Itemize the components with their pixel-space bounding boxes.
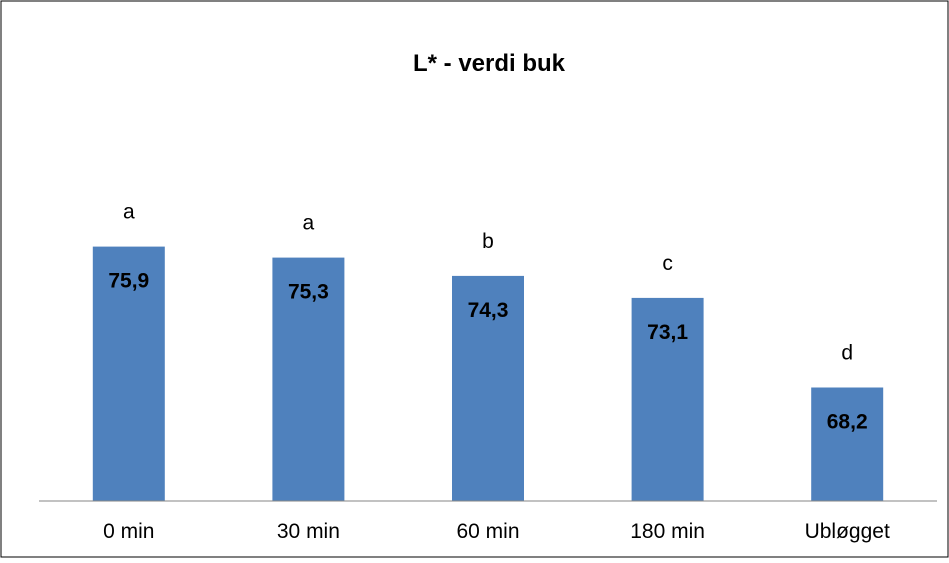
data-label: 75,9 bbox=[108, 270, 149, 293]
x-tick-label: 0 min bbox=[103, 520, 154, 543]
bar bbox=[92, 246, 165, 501]
x-tick-label: 180 min bbox=[630, 520, 705, 543]
labels-layer: 75,9 a 0 min 75,3 a 30 min 74,3 b 60 min 73,1 c 180… bbox=[103, 201, 890, 543]
data-label: 75,3 bbox=[288, 281, 329, 304]
data-label: 74,3 bbox=[468, 299, 509, 322]
x-tick-label: 30 min bbox=[277, 520, 340, 543]
significance-letter: c bbox=[662, 252, 673, 275]
significance-letter: b bbox=[482, 230, 494, 253]
significance-letter: d bbox=[841, 342, 853, 365]
bars-layer bbox=[92, 246, 884, 501]
bar bbox=[452, 275, 524, 501]
data-label: 68,2 bbox=[827, 411, 868, 434]
x-tick-label: Ubløgget bbox=[805, 520, 890, 543]
bar bbox=[631, 297, 704, 501]
chart-title: L* - verdi buk bbox=[413, 50, 566, 77]
significance-letter: a bbox=[123, 201, 135, 224]
x-tick-label: 60 min bbox=[456, 520, 519, 543]
bar bbox=[811, 387, 884, 501]
data-label: 73,1 bbox=[647, 321, 688, 344]
bar bbox=[272, 257, 345, 501]
significance-letter: a bbox=[303, 212, 315, 235]
